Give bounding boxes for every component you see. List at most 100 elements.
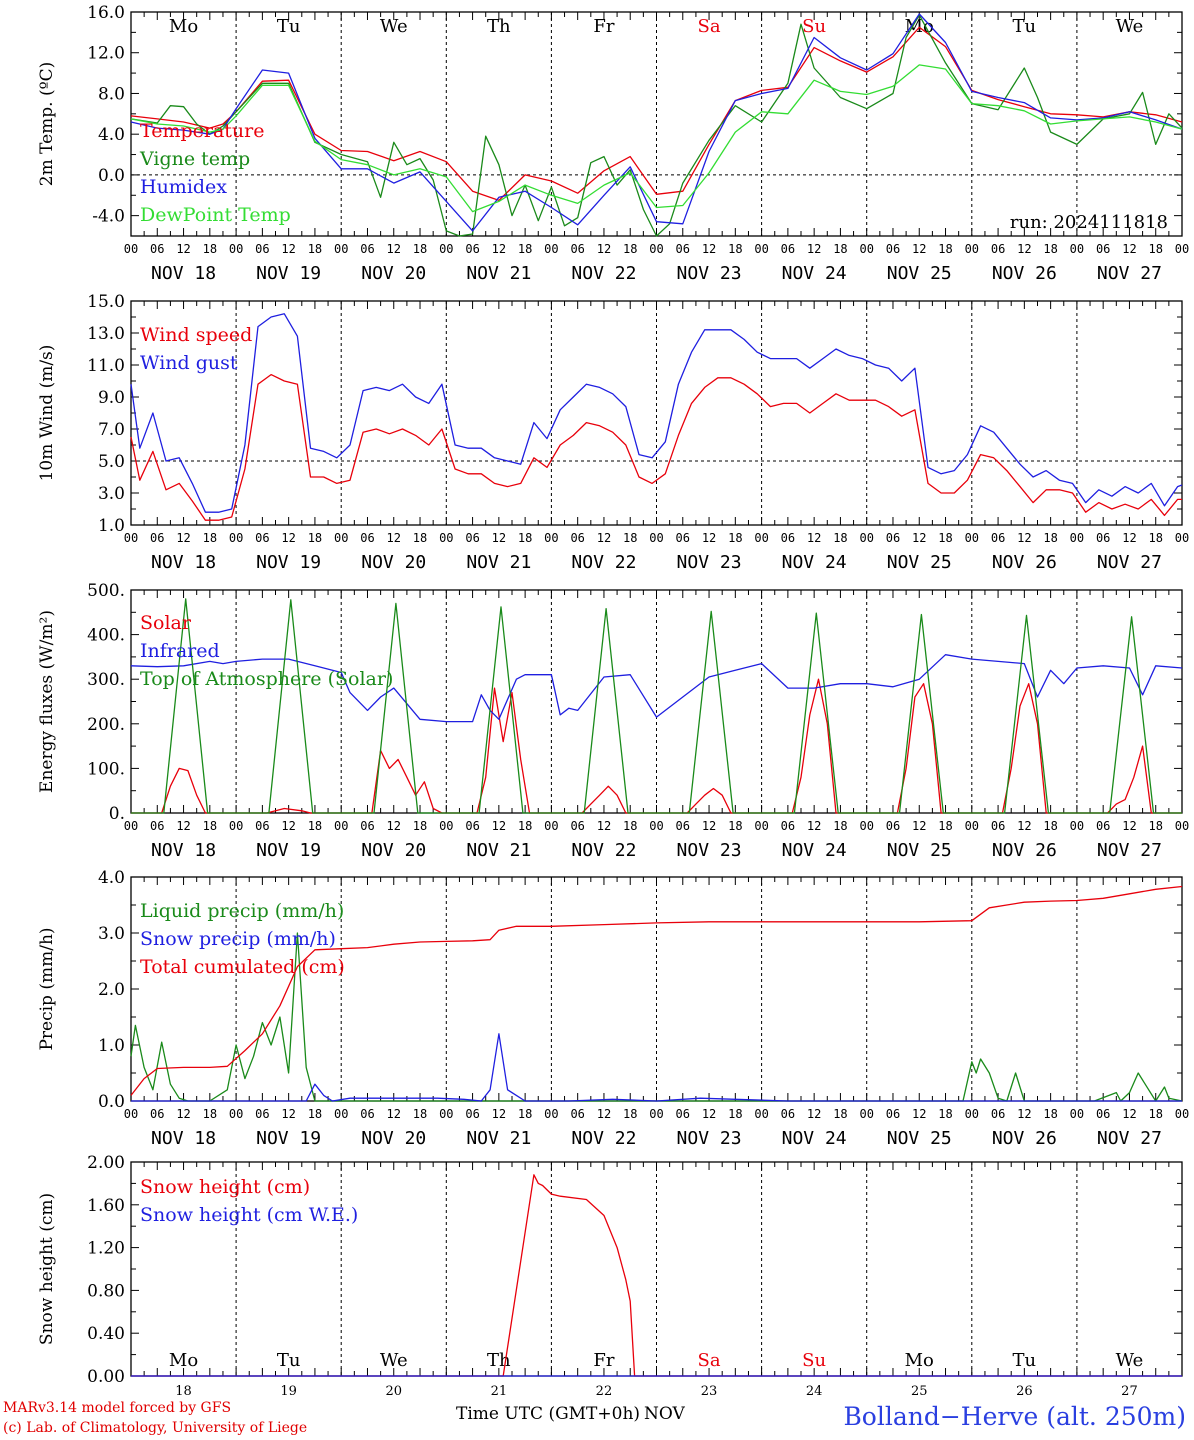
hour-tick-label: 18 (308, 1107, 322, 1121)
hour-tick-label: 00 (859, 242, 873, 256)
hour-tick-label: 00 (965, 531, 979, 545)
hour-tick-label: 06 (886, 1107, 900, 1121)
hour-tick-label: 18 (623, 1107, 637, 1121)
y-tick-label: 13.0 (87, 324, 125, 344)
date-label: NOV 18 (151, 1128, 216, 1149)
y-axis-label: Snow height (cm) (37, 1193, 57, 1345)
hour-tick-label: 00 (859, 1107, 873, 1121)
hour-tick-label: 06 (255, 1107, 269, 1121)
y-tick-label: 7.0 (98, 420, 125, 440)
legend-entry: Snow height (cm) (140, 1176, 310, 1198)
y-axis-label: Energy fluxes (W/m²) (37, 610, 57, 793)
day-name-label: Th (487, 1350, 511, 1371)
hour-tick-label: 18 (728, 1107, 742, 1121)
hour-tick-label: 06 (360, 819, 374, 833)
day-name-label: Mo (169, 16, 198, 37)
date-label: NOV 23 (677, 263, 742, 284)
hour-tick-label: 00 (544, 531, 558, 545)
plot-frame (130, 11, 1183, 237)
hour-tick-label: 00 (124, 531, 138, 545)
y-tick-label: 0.0 (98, 1092, 125, 1112)
day-name-label: Su (802, 1350, 826, 1371)
y-tick-label: 1.60 (87, 1196, 125, 1216)
hour-tick-label: 12 (912, 1107, 926, 1121)
day-number-label: 24 (806, 1384, 823, 1399)
hour-tick-label: 00 (1070, 1107, 1084, 1121)
hour-tick-label: 18 (308, 531, 322, 545)
panel-1: 00 06 12 18 00 06 12 18 00 06 12 18 00 06 12 18 00 06 12 18… (37, 3, 1189, 284)
hour-tick-label: 18 (938, 1107, 952, 1121)
hour-tick-label: 06 (1096, 242, 1110, 256)
hour-tick-label: 12 (492, 531, 506, 545)
date-label: NOV 20 (361, 263, 426, 284)
hour-tick-label: 00 (124, 819, 138, 833)
hour-tick-label: 12 (912, 242, 926, 256)
y-tick-label: 0.00 (87, 1367, 125, 1387)
hour-tick-label: 18 (413, 819, 427, 833)
hour-tick-label: 06 (676, 819, 690, 833)
series-line-snow-height-cm- (131, 1174, 1182, 1377)
hour-tick-label: 06 (360, 531, 374, 545)
y-tick-label: 9.0 (98, 388, 125, 408)
hour-tick-label: 18 (938, 819, 952, 833)
hour-tick-label: 12 (1017, 1107, 1031, 1121)
hour-tick-label: 06 (676, 1107, 690, 1121)
hour-tick-label: 06 (886, 819, 900, 833)
date-label: NOV 19 (256, 263, 321, 284)
hour-tick-label: 06 (150, 242, 164, 256)
hour-tick-label: 00 (124, 242, 138, 256)
hour-tick-label: 00 (965, 819, 979, 833)
hour-tick-label: 00 (754, 1107, 768, 1121)
hour-tick-label: 12 (807, 242, 821, 256)
hour-tick-label: 18 (833, 531, 847, 545)
hour-tick-label: 12 (912, 531, 926, 545)
hour-tick-label: 12 (807, 531, 821, 545)
hour-tick-label: 12 (492, 819, 506, 833)
hour-tick-label: 18 (1148, 819, 1162, 833)
y-tick-label: 0.40 (87, 1324, 125, 1344)
date-label: NOV 18 (151, 840, 216, 861)
y-tick-label: 1.0 (98, 516, 125, 536)
hour-tick-label: 18 (308, 819, 322, 833)
hour-tick-label: 00 (1175, 819, 1189, 833)
hour-tick-label: 12 (702, 1107, 716, 1121)
hour-tick-label: 18 (203, 242, 217, 256)
hour-tick-label: 12 (1122, 242, 1136, 256)
date-label: NOV 25 (887, 552, 952, 573)
series-line-infrared (130, 654, 1183, 723)
date-label: NOV 18 (151, 263, 216, 284)
date-label: NOV 26 (992, 840, 1057, 861)
hour-tick-label: 18 (413, 242, 427, 256)
date-label: NOV 23 (677, 1128, 742, 1149)
hour-tick-label: 12 (281, 242, 295, 256)
day-number-label: 21 (491, 1384, 508, 1399)
panel-4: 00 06 12 18 00 06 12 18 00 06 12 18 00 06 12 18 00 06 12 18… (37, 868, 1189, 1149)
day-name-label: We (1116, 16, 1144, 37)
hour-tick-label: 18 (518, 531, 532, 545)
legend-entry: Total cumulated (cm) (140, 956, 345, 978)
hour-tick-label: 06 (676, 531, 690, 545)
hour-tick-label: 00 (439, 531, 453, 545)
date-label: NOV 19 (256, 840, 321, 861)
hour-tick-label: 06 (1096, 531, 1110, 545)
hour-tick-label: 12 (176, 1107, 190, 1121)
x-axis-title-text: Time UTC (GMT+0h) (456, 1404, 641, 1424)
hour-tick-label: 18 (728, 819, 742, 833)
hour-tick-label: 18 (938, 531, 952, 545)
day-name-label: Mo (169, 1350, 198, 1371)
y-axis-label: Precip (mm/h) (37, 927, 57, 1050)
hour-tick-label: 06 (570, 819, 584, 833)
hour-tick-label: 18 (833, 242, 847, 256)
hour-tick-label: 18 (1148, 531, 1162, 545)
hour-tick-label: 18 (1148, 1107, 1162, 1121)
series-line-humidex (130, 13, 1183, 232)
series-line-wind-gust (130, 313, 1183, 513)
hour-tick-label: 06 (991, 819, 1005, 833)
legend-entry: Snow height (cm W.E.) (140, 1204, 358, 1226)
hour-tick-label: 12 (492, 242, 506, 256)
y-tick-label: -4.0 (92, 207, 125, 227)
hour-tick-label: 12 (176, 819, 190, 833)
date-label: NOV 21 (466, 552, 531, 573)
day-name-label: Mo (905, 1350, 934, 1371)
day-name-label: Tu (1013, 16, 1037, 37)
